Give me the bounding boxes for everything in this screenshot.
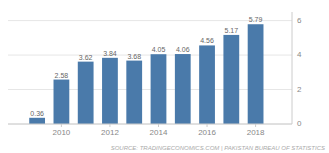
x-tick <box>109 124 110 127</box>
x-tick-label: 2018 <box>247 128 265 137</box>
bar <box>223 35 239 124</box>
bar <box>151 54 167 124</box>
bar <box>126 61 142 124</box>
bar <box>29 118 45 124</box>
bar <box>54 80 70 124</box>
data-label: 5.17 <box>225 27 239 34</box>
x-tick <box>207 124 208 127</box>
y-tick-label: 0 <box>297 119 302 128</box>
x-tick-label: 2016 <box>198 128 216 137</box>
y-axis-line <box>292 12 293 124</box>
bar <box>199 45 215 124</box>
x-tick-label: 2014 <box>150 128 168 137</box>
x-tick <box>255 124 256 127</box>
data-label: 0.36 <box>30 110 44 117</box>
bar <box>102 58 118 124</box>
y-tick-label: 2 <box>297 85 302 94</box>
data-label: 4.05 <box>152 46 166 53</box>
data-label: 3.62 <box>79 54 93 61</box>
data-label: 4.56 <box>200 37 214 44</box>
x-axis-line <box>8 124 292 125</box>
chart-container: 0 2 4 6 0.36 2.58 3.62 3.84 3.68 4.05 4.06 4.56 5.17… <box>0 0 329 153</box>
bar <box>248 24 264 124</box>
x-tick-label: 2010 <box>53 128 71 137</box>
bar <box>175 54 191 124</box>
data-label: 3.84 <box>103 50 117 57</box>
bars <box>29 24 263 124</box>
data-label: 3.68 <box>127 53 141 60</box>
chart-svg: 0 2 4 6 0.36 2.58 3.62 3.84 3.68 4.05 4.06 4.56 5.17… <box>0 0 329 153</box>
x-tick <box>158 124 159 127</box>
bar <box>78 62 94 124</box>
grid-line <box>8 124 292 125</box>
data-label: 5.79 <box>249 16 263 23</box>
x-tick-label: 2012 <box>101 128 119 137</box>
y-tick-label: 6 <box>297 16 302 25</box>
source-note: SOURCE: TRADINGECONOMICS.COM | PAKISTAN … <box>111 145 325 151</box>
data-label: 4.06 <box>176 46 190 53</box>
data-label: 2.58 <box>55 72 69 79</box>
y-tick-label: 4 <box>297 50 302 59</box>
x-tick <box>61 124 62 127</box>
